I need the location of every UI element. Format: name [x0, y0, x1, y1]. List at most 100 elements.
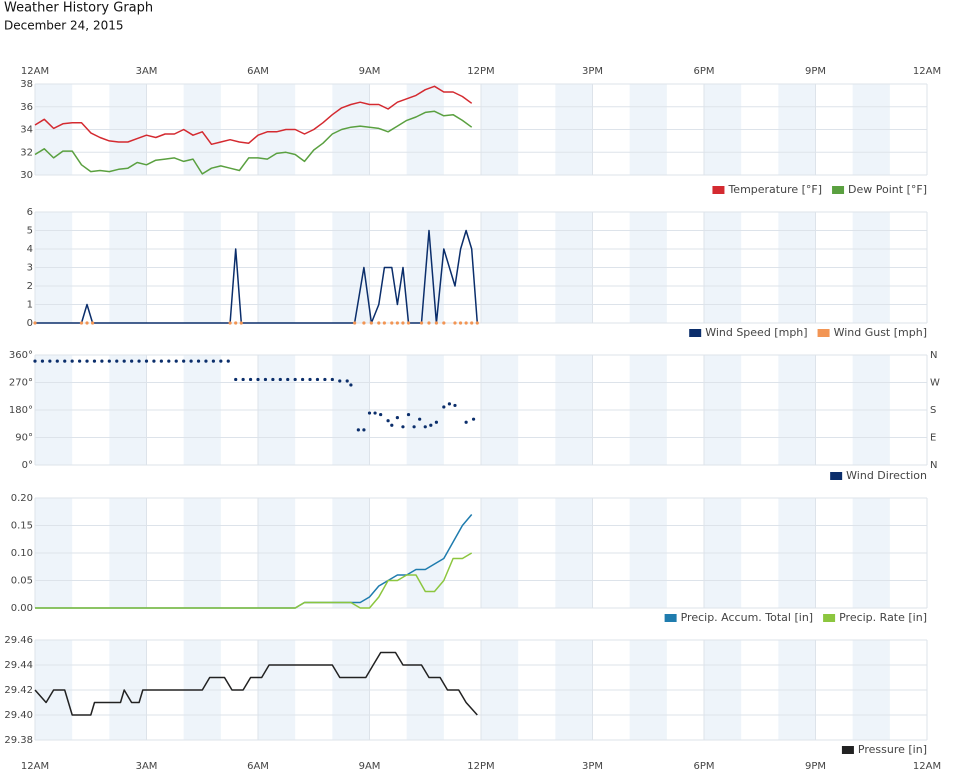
y-tick-label: 270°	[9, 378, 33, 389]
data-dot	[248, 377, 253, 382]
data-dot	[174, 359, 178, 363]
data-dot	[182, 359, 186, 363]
data-dot	[33, 321, 37, 325]
data-dot	[373, 411, 377, 415]
data-dot	[386, 419, 390, 423]
legend-label: Dew Point [°F]	[848, 183, 927, 196]
data-dot	[78, 359, 82, 363]
data-dot	[167, 359, 171, 363]
legend-label: Wind Speed [mph]	[705, 326, 807, 339]
data-dot	[234, 321, 238, 325]
data-dot	[345, 379, 349, 383]
x-tick-label: 9AM	[359, 66, 381, 77]
y-tick-label: 29.44	[4, 660, 33, 671]
data-dot	[115, 359, 119, 363]
x-tick-label: 3PM	[582, 66, 603, 77]
data-dot	[427, 321, 431, 325]
data-dot	[137, 359, 141, 363]
data-dot	[63, 359, 67, 363]
legend-swatch	[841, 746, 854, 754]
y-tick-label: 360°	[9, 350, 33, 361]
data-dot	[367, 411, 372, 415]
x-tick-label: 12AM	[21, 761, 49, 772]
data-dot	[122, 359, 126, 363]
x-tick-label: 12PM	[467, 66, 494, 77]
y2-tick-label: W	[930, 378, 940, 389]
data-dot	[204, 359, 208, 363]
legend-label: Precip. Accum. Total [in]	[681, 611, 813, 624]
y-tick-label: 2	[27, 281, 33, 292]
data-dot	[401, 321, 405, 325]
legend-swatch	[830, 472, 843, 480]
x-tick-label: 6PM	[693, 66, 714, 77]
y-tick-label: 0.15	[11, 521, 33, 532]
y2-tick-label: N	[930, 460, 937, 471]
data-dot	[377, 321, 381, 325]
legend-swatch	[712, 186, 725, 194]
legend-label: Precip. Rate [in]	[839, 611, 927, 624]
data-dot	[356, 428, 360, 432]
y-tick-label: 36	[20, 102, 33, 113]
data-dot	[442, 405, 446, 409]
y-tick-label: 38	[20, 79, 33, 90]
data-dot	[330, 377, 334, 382]
data-dot	[256, 377, 260, 382]
data-dot	[55, 359, 59, 363]
data-dot	[434, 420, 438, 424]
y-tick-label: 0.05	[11, 576, 33, 587]
data-dot	[406, 321, 411, 325]
legend-swatch	[689, 329, 702, 337]
y-tick-label: 4	[27, 244, 33, 255]
x-tick-label: 12AM	[913, 761, 941, 772]
data-dot	[406, 412, 411, 417]
y-tick-label: 32	[20, 147, 33, 158]
data-dot	[442, 321, 446, 325]
x-tick-label: 12AM	[913, 66, 941, 77]
data-dot	[464, 420, 468, 424]
data-line	[35, 552, 473, 609]
y-tick-label: 29.46	[4, 635, 33, 646]
x-tick-label: 12PM	[467, 761, 494, 772]
legend-label: Temperature [°F]	[727, 183, 822, 196]
legend-swatch	[823, 614, 836, 622]
data-dot	[263, 377, 268, 382]
data-dot	[228, 321, 232, 325]
page-title: Weather History Graph	[4, 1, 153, 16]
data-dot	[369, 321, 373, 325]
data-dot	[382, 321, 386, 325]
y-tick-label: 0.00	[11, 603, 33, 614]
data-dot	[453, 321, 457, 325]
y-tick-label: 29.42	[4, 685, 33, 696]
data-dot	[429, 423, 433, 427]
data-dot	[412, 425, 416, 429]
data-dot	[362, 428, 366, 432]
data-dot	[79, 321, 84, 325]
data-dot	[85, 321, 89, 325]
y2-tick-label: S	[930, 405, 936, 416]
y-tick-label: 0	[27, 318, 33, 329]
data-dot	[40, 359, 45, 363]
y-tick-label: 180°	[9, 405, 33, 416]
x-tick-label: 9AM	[359, 761, 381, 772]
data-dot	[219, 359, 223, 363]
data-dot	[271, 377, 275, 382]
y2-tick-label: N	[930, 350, 937, 361]
data-dot	[152, 359, 156, 363]
y-tick-label: 3	[27, 263, 33, 274]
data-line	[34, 110, 473, 175]
legend-swatch	[664, 614, 677, 622]
data-dot	[301, 377, 305, 382]
legend-swatch	[817, 329, 830, 337]
y-tick-label: 0°	[22, 460, 33, 471]
y-tick-label: 90°	[15, 433, 33, 444]
data-dot	[338, 379, 342, 383]
x-tick-label: 9PM	[805, 66, 826, 77]
data-dot	[362, 321, 366, 325]
y-tick-label: 0.20	[11, 493, 33, 504]
legend-swatch	[832, 186, 845, 194]
data-dot	[107, 359, 111, 363]
data-dot	[308, 377, 312, 382]
y-tick-label: 6	[27, 207, 33, 218]
x-tick-label: 3AM	[136, 761, 158, 772]
data-dot	[189, 359, 193, 363]
